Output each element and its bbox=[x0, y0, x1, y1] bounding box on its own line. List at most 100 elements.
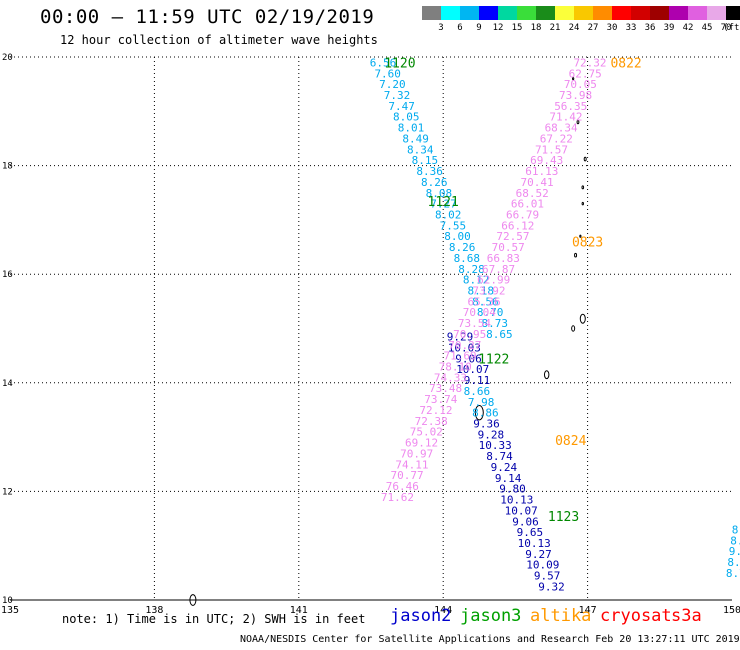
legend-label: 70 bbox=[720, 23, 732, 33]
legend-swatch bbox=[669, 6, 688, 20]
legend-label: 3 bbox=[438, 23, 444, 33]
wave-height-value: 8.65 bbox=[486, 328, 513, 341]
lat-tick-label: 10 bbox=[2, 596, 13, 606]
wave-height-value: 8.74 bbox=[486, 450, 513, 463]
island-outline bbox=[572, 77, 575, 81]
wave-height-value: 72.12 bbox=[419, 404, 452, 417]
wave-height-value: 76.46 bbox=[386, 480, 419, 493]
wave-height-value: 10.07 bbox=[505, 504, 538, 517]
legend-swatch bbox=[517, 6, 536, 20]
wave-height-value: 7.47 bbox=[388, 100, 415, 113]
wave-height-value: 8.70 bbox=[477, 306, 504, 319]
legend-swatch bbox=[631, 6, 650, 20]
wave-height-value: 9.0 bbox=[729, 545, 740, 558]
legend-label: 18 bbox=[530, 23, 542, 33]
wave-height-value: 66.83 bbox=[487, 252, 520, 265]
wave-height-value: 9.65 bbox=[517, 526, 544, 539]
wave-height-value: 56.35 bbox=[554, 100, 587, 113]
wave-height-value: 72.57 bbox=[496, 230, 529, 243]
sat-jason2: jason2 bbox=[390, 606, 452, 626]
page-subtitle: 12 hour collection of altimeter wave hei… bbox=[60, 33, 378, 47]
legend-label: 36 bbox=[644, 23, 656, 33]
legend-swatch bbox=[441, 6, 460, 20]
wave-height-value: 8.18 bbox=[468, 284, 495, 297]
wave-height-value: 67.87 bbox=[482, 263, 515, 276]
wave-height-value: 68.52 bbox=[516, 187, 549, 200]
legend-swatch bbox=[479, 6, 498, 20]
pass-time-label: 1121 bbox=[428, 195, 459, 210]
island-outline bbox=[581, 201, 584, 206]
wave-height-value: 65.36 bbox=[468, 295, 501, 308]
wave-height-value: 8.36 bbox=[416, 165, 443, 178]
lon-tick-label: 150 bbox=[723, 605, 740, 616]
wave-height-value: 8.56 bbox=[472, 295, 499, 308]
lon-tick-label: 135 bbox=[1, 605, 19, 616]
lat-tick-label: 12 bbox=[2, 487, 13, 497]
island-outline bbox=[581, 185, 585, 190]
wave-height-value: 78.10 bbox=[439, 361, 472, 374]
legend-swatch bbox=[612, 6, 631, 20]
island-outline bbox=[583, 156, 587, 162]
legend-label: 30 bbox=[606, 23, 618, 33]
wave-height-value: 8.7 bbox=[726, 567, 740, 580]
wave-height-value: 10.13 bbox=[518, 537, 551, 550]
wave-height-value: 9.28 bbox=[478, 428, 505, 441]
pass-time-label: 1120 bbox=[384, 56, 415, 71]
wave-height-value: 8.01 bbox=[398, 122, 425, 135]
wave-height-value: 9.14 bbox=[495, 472, 522, 485]
wave-height-value: 10.33 bbox=[479, 439, 512, 452]
wave-height-value: 70.04 bbox=[463, 306, 496, 319]
pass-time-label: 0823 bbox=[572, 236, 603, 251]
legend-swatch bbox=[498, 6, 517, 20]
wave-height-value: 9.36 bbox=[473, 418, 500, 431]
wave-height-value: 9.27 bbox=[525, 548, 552, 561]
credit-line: NOAA/NESDIS Center for Satellite Applica… bbox=[240, 634, 740, 645]
wave-height-value: 9.06 bbox=[455, 352, 482, 365]
wave-height-value: 10.13 bbox=[500, 494, 533, 507]
wave-height-value: 9.24 bbox=[491, 461, 518, 474]
wave-height-value: 8.68 bbox=[454, 252, 481, 265]
wave-height-value: 73.74 bbox=[424, 393, 457, 406]
wave-height-value: 66.12 bbox=[501, 219, 534, 232]
wave-height-value: 10.07 bbox=[456, 363, 489, 376]
legend-label: 45 bbox=[701, 23, 713, 33]
wave-height-value: 75.02 bbox=[410, 426, 443, 439]
legend-swatch bbox=[555, 6, 574, 20]
pass-time-label: 0822 bbox=[610, 56, 641, 71]
pass-time-label: 1123 bbox=[548, 510, 579, 525]
wave-height-value: 61.13 bbox=[525, 165, 558, 178]
legend-label: 39 bbox=[663, 23, 675, 33]
legend-swatch bbox=[593, 6, 612, 20]
legend-swatch bbox=[688, 6, 707, 20]
legend-label: (ft) bbox=[723, 23, 740, 33]
wave-height-value: 70.41 bbox=[520, 176, 553, 189]
wave-height-value: 73.98 bbox=[559, 89, 592, 102]
wave-height-value: 71.69 bbox=[443, 350, 476, 363]
wave-height-value: 70.97 bbox=[400, 447, 433, 460]
wave-height-value: 8.34 bbox=[407, 143, 434, 156]
pass-time-label: 1122 bbox=[478, 352, 509, 367]
wave-height-value: 9.29 bbox=[447, 331, 474, 344]
wave-height-value: 74.33 bbox=[434, 371, 467, 384]
wave-height-value: 68.34 bbox=[545, 122, 578, 135]
lat-tick-label: 18 bbox=[2, 162, 13, 172]
wave-height-value: 9.11 bbox=[464, 374, 491, 387]
wave-height-value: 67.22 bbox=[540, 132, 573, 145]
sat-s3a: s3a bbox=[671, 606, 702, 626]
wave-height-value: 8.86 bbox=[472, 407, 499, 420]
wave-height-value: 7.27 bbox=[430, 198, 457, 211]
wave-height-value: 73.54 bbox=[458, 317, 491, 330]
wave-height-value: 72.38 bbox=[415, 415, 448, 428]
wave-height-value: 73.48 bbox=[429, 382, 462, 395]
wave-height-value: 62.99 bbox=[477, 274, 510, 287]
wave-height-value: 70.77 bbox=[391, 469, 424, 482]
legend-swatch bbox=[422, 6, 441, 20]
wave-height-value: 8.8 bbox=[730, 534, 740, 547]
wave-height-value: 7.60 bbox=[374, 67, 401, 80]
wave-height-value: 7.98 bbox=[468, 396, 495, 409]
legend-swatch bbox=[574, 6, 593, 20]
wave-height-value: 72.32 bbox=[573, 56, 606, 69]
wave-height-value: 8.7 bbox=[732, 523, 740, 536]
wave-height-value: 66.01 bbox=[511, 198, 544, 211]
